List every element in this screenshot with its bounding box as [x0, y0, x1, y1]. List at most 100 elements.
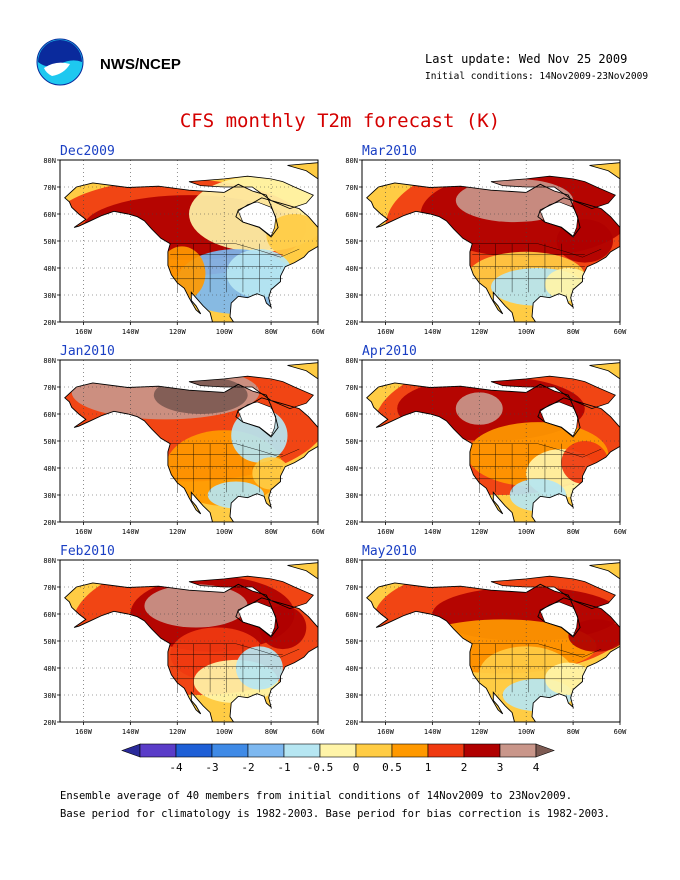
lon-tick-label: 80W: [567, 528, 580, 536]
lon-tick-label: 160W: [75, 328, 93, 336]
lat-tick-label: 20N: [345, 319, 358, 327]
lat-tick-label: 40N: [43, 265, 56, 273]
forecast-map: 80N 70N 60N 50N 40N 30N 20N 160W 140W 120W 100W 80W…: [345, 158, 627, 336]
lon-tick-label: 120W: [169, 528, 187, 536]
noaa-logo: [36, 38, 84, 86]
lat-tick-label: 80N: [43, 358, 56, 365]
lon-tick-label: 160W: [377, 728, 395, 736]
colorbar-arrow-high: [535, 743, 555, 758]
lon-tick-label: 80W: [265, 528, 278, 536]
lon-tick-label: 140W: [122, 728, 140, 736]
lon-tick-label: 160W: [75, 728, 93, 736]
lon-tick-label: 100W: [216, 328, 234, 336]
forecast-map: 80N 70N 60N 50N 40N 30N 20N 160W 140W 120W 100W 80W…: [43, 558, 325, 736]
colorbar-label: -3: [205, 761, 218, 774]
lon-tick-label: 80W: [265, 328, 278, 336]
colorbar-segment: [499, 743, 537, 758]
colorbar-label: -4: [169, 761, 183, 774]
map-panel-apr2010: Apr2010 80N 70N 60N 50N 40N 30N 20N 160W 140W 120…: [330, 344, 630, 536]
lat-tick-label: 50N: [43, 238, 56, 246]
colorbar-label: 2: [461, 761, 468, 774]
lat-tick-label: 50N: [345, 638, 358, 646]
lat-tick-label: 40N: [43, 465, 56, 473]
colorbar-label: 0.5: [382, 761, 402, 774]
colorbar-segment: [391, 743, 429, 758]
lat-tick-label: 30N: [43, 692, 56, 700]
map-panel-may2010: May2010 80N 70N 60N 50N 40N 30N 20N 160W 140W 120…: [330, 544, 630, 736]
lon-tick-label: 100W: [518, 328, 536, 336]
colorbar-label: 1: [425, 761, 432, 774]
lat-tick-label: 30N: [43, 492, 56, 500]
lat-tick-label: 70N: [345, 384, 358, 392]
colorbar-segment: [247, 743, 285, 758]
lat-tick-label: 60N: [43, 211, 56, 219]
map-panel-mar2010: Mar2010 80N 70N 60N 50N 40N 30N 20N 160W 140W 120…: [330, 144, 630, 336]
map-panel-feb2010: Feb2010 80N 70N 60N 50N 40N 30N 20N 160W 140W 120…: [28, 544, 328, 736]
forecast-map: 80N 70N 60N 50N 40N 30N 20N 160W 140W 120W 100W 80W…: [345, 558, 627, 736]
map-panel-jan2010: Jan2010 80N 70N 60N 50N 40N 30N 20N 160W 140W 120…: [28, 344, 328, 536]
lon-tick-label: 60W: [312, 528, 325, 536]
lat-tick-label: 20N: [345, 719, 358, 727]
lon-tick-label: 100W: [518, 528, 536, 536]
lat-tick-label: 30N: [345, 292, 358, 300]
forecast-map: 80N 70N 60N 50N 40N 30N 20N 160W 140W 120W 100W 80W…: [345, 358, 627, 536]
lon-tick-label: 80W: [567, 328, 580, 336]
colorbar-segment: [463, 743, 501, 758]
lon-tick-label: 120W: [169, 728, 187, 736]
lat-tick-label: 70N: [345, 184, 358, 192]
lon-tick-label: 100W: [216, 728, 234, 736]
lon-tick-label: 80W: [265, 728, 278, 736]
lat-tick-label: 40N: [345, 465, 358, 473]
colorbar-legend: -4 -3 -2 -1 -0.5 0 0.5 1 2 3 4: [121, 743, 555, 774]
panel-label: Dec2009: [60, 144, 115, 159]
lat-tick-label: 80N: [345, 158, 358, 165]
lon-tick-label: 100W: [216, 528, 234, 536]
initial-conditions: Initial conditions: 14Nov2009-23Nov2009: [425, 71, 649, 82]
last-update: Last update: Wed Nov 25 2009: [425, 52, 628, 66]
lon-tick-label: 140W: [122, 328, 140, 336]
page-title: CFS monthly T2m forecast (K): [179, 110, 501, 132]
lat-tick-label: 20N: [345, 519, 358, 527]
forecast-map: 80N 70N 60N 50N 40N 30N 20N 160W 140W 120W 100W 80W…: [43, 158, 325, 336]
lon-tick-label: 120W: [169, 328, 187, 336]
lon-tick-label: 60W: [614, 728, 627, 736]
colorbar-label: -2: [241, 761, 254, 774]
panel-label: May2010: [362, 544, 417, 559]
lat-tick-label: 40N: [345, 265, 358, 273]
colorbar-label: 4: [533, 761, 540, 774]
colorbar-label: 0: [353, 761, 360, 774]
org-name: NWS/NCEP: [100, 56, 181, 73]
lat-tick-label: 80N: [345, 358, 358, 365]
lat-tick-label: 70N: [43, 184, 56, 192]
lon-tick-label: 120W: [471, 728, 489, 736]
lat-tick-label: 60N: [345, 611, 358, 619]
colorbar-segment: [139, 743, 177, 758]
lon-tick-label: 60W: [614, 328, 627, 336]
colorbar-segment: [427, 743, 465, 758]
lon-tick-label: 120W: [471, 528, 489, 536]
lat-tick-label: 30N: [345, 692, 358, 700]
lon-tick-label: 140W: [122, 528, 140, 536]
lat-tick-label: 70N: [345, 584, 358, 592]
colorbar-segment: [175, 743, 213, 758]
colorbar-segment: [319, 743, 357, 758]
lat-tick-label: 60N: [43, 411, 56, 419]
lat-tick-label: 80N: [43, 158, 56, 165]
lat-tick-label: 20N: [43, 319, 56, 327]
lat-tick-label: 80N: [43, 558, 56, 565]
panel-label: Jan2010: [60, 344, 115, 359]
lat-tick-label: 80N: [345, 558, 358, 565]
lat-tick-label: 70N: [43, 584, 56, 592]
colorbar-segment: [283, 743, 321, 758]
lon-tick-label: 140W: [424, 328, 442, 336]
lat-tick-label: 40N: [43, 665, 56, 673]
lat-tick-label: 70N: [43, 384, 56, 392]
colorbar-segment: [211, 743, 249, 758]
lon-tick-label: 80W: [567, 728, 580, 736]
lat-tick-label: 30N: [345, 492, 358, 500]
lon-tick-label: 140W: [424, 528, 442, 536]
lon-tick-label: 60W: [312, 328, 325, 336]
lat-tick-label: 60N: [345, 411, 358, 419]
lat-tick-label: 20N: [43, 719, 56, 727]
colorbar-arrow-low: [121, 743, 141, 758]
